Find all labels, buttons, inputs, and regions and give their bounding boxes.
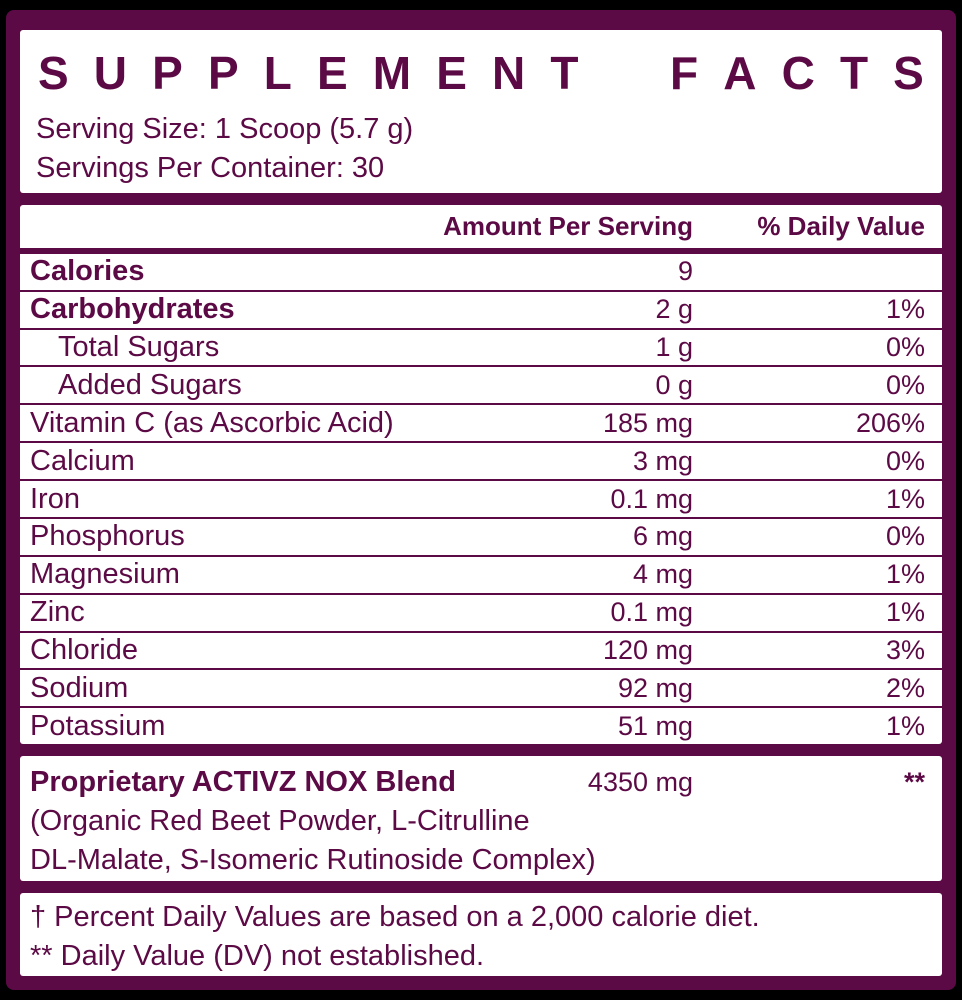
nutrient-row-iron: Iron 0.1 mg 1% — [20, 481, 942, 519]
nutrient-dv: 0% — [885, 332, 925, 362]
nutrient-dv: 206% — [855, 407, 925, 438]
nutrient-row-magnesium: Magnesium 4 mg 1% — [20, 557, 942, 595]
footnote-daily-value: † Percent Daily Values are based on a 2,… — [30, 901, 760, 933]
serving-size-text: Serving Size: 1 Scoop (5.7 g) — [36, 113, 414, 145]
nutrient-dv: 0% — [885, 369, 925, 400]
blend-description-line-2: DL-Malate, S-Isomeric Rutinoside Complex… — [30, 844, 596, 877]
column-header-dv: % Daily Value — [757, 210, 925, 241]
nutrient-row-sodium: Sodium 92 mg 2% — [20, 670, 942, 709]
nutrient-amount: 51 mg — [617, 710, 693, 741]
nutrient-name: Sodium — [30, 671, 129, 704]
nutrient-name: Potassium — [30, 709, 166, 742]
nutrient-amount: 4 mg — [632, 559, 693, 590]
nutrient-amount: 6 mg — [632, 521, 693, 552]
nutrient-name: Magnesium — [30, 558, 180, 591]
nutrient-amount: 0 g — [655, 369, 693, 400]
nutrient-name: Zinc — [30, 596, 85, 629]
nutrient-name: Calcium — [30, 444, 135, 477]
blend-row: Proprietary ACTIVZ NOX Blend 4350 mg ** — [30, 762, 925, 802]
nutrient-row-phosphorus: Phosphorus 6 mg 0% — [20, 519, 942, 557]
table-header-row: Amount Per Serving % Daily Value — [20, 205, 942, 248]
nutrient-row-calories: Calories 9 — [20, 254, 942, 292]
nutrient-amount: 9 — [677, 256, 693, 287]
nutrient-row-calcium: Calcium 3 mg 0% — [20, 443, 942, 482]
nutrient-amount: 0.1 mg — [610, 483, 693, 514]
column-header-amount: Amount Per Serving — [443, 210, 693, 241]
nutrient-dv: 3% — [885, 635, 925, 665]
nutrient-amount: 185 mg — [602, 407, 693, 438]
nutrient-name: Chloride — [30, 634, 138, 666]
nutrient-dv: 1% — [885, 597, 925, 628]
nutrient-amount: 0.1 mg — [610, 597, 693, 628]
nutrient-amount: 92 mg — [617, 672, 693, 703]
nutrient-amount: 120 mg — [602, 635, 693, 665]
nutrient-row-chloride: Chloride 120 mg 3% — [20, 633, 942, 671]
blend-amount: 4350 mg — [587, 766, 693, 797]
nutrient-name: Calories — [30, 255, 145, 288]
nutrient-dv: 1% — [885, 294, 925, 325]
nutrient-row-potassium: Potassium 51 mg 1% — [20, 708, 942, 744]
nutrient-row-total-sugars: Total Sugars 1 g 0% — [20, 330, 942, 368]
nutrient-row-vitamin-c: Vitamin C (as Ascorbic Acid) 185 mg 206% — [20, 405, 942, 444]
nutrient-name: Iron — [30, 482, 80, 515]
table-header-divider — [20, 247, 942, 254]
footnote-dv-not-established: ** Daily Value (DV) not established. — [30, 940, 485, 972]
blend-dv: ** — [903, 766, 925, 797]
nutrient-amount: 3 mg — [632, 445, 693, 476]
nutrient-name: Vitamin C (as Ascorbic Acid) — [30, 406, 394, 439]
nutrient-name: Total Sugars — [58, 331, 220, 363]
servings-per-container-text: Servings Per Container: 30 — [36, 152, 385, 184]
nutrient-dv: 0% — [885, 445, 925, 476]
nutrient-amount: 2 g — [655, 294, 693, 325]
nutrient-row-zinc: Zinc 0.1 mg 1% — [20, 595, 942, 633]
nutrient-name: Phosphorus — [30, 520, 185, 553]
blend-name: Proprietary ACTIVZ NOX Blend — [30, 765, 456, 798]
nutrient-dv: 2% — [885, 672, 925, 703]
nutrient-row-added-sugars: Added Sugars 0 g 0% — [20, 367, 942, 406]
facts-table-panel: Amount Per Serving % Daily Value Calorie… — [20, 204, 942, 745]
nutrient-rows: Calories 9 Carbohydrates 2 g 1% Total Su… — [20, 254, 942, 744]
nutrient-dv: 0% — [885, 521, 925, 552]
nutrient-name: Added Sugars — [58, 368, 242, 401]
nutrient-dv: 1% — [885, 710, 925, 741]
blend-panel: Proprietary ACTIVZ NOX Blend 4350 mg ** … — [20, 756, 942, 881]
blend-description-line-1: (Organic Red Beet Powder, L-Citrulline — [30, 805, 530, 838]
nutrient-row-carbohydrates: Carbohydrates 2 g 1% — [20, 292, 942, 330]
nutrient-dv: 1% — [885, 559, 925, 590]
nutrient-dv: 1% — [885, 483, 925, 514]
nutrient-name: Carbohydrates — [30, 293, 235, 326]
footnote-panel: † Percent Daily Values are based on a 2,… — [20, 893, 942, 976]
nutrient-amount: 1 g — [655, 332, 693, 362]
